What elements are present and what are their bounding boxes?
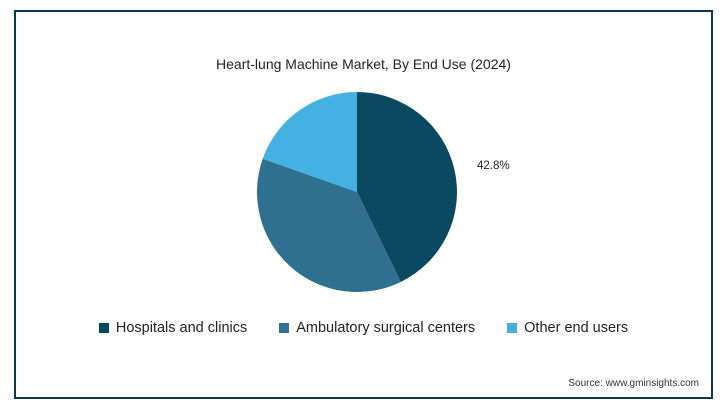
pie-slices [257, 91, 457, 292]
pie-chart: 42.8% [257, 91, 510, 292]
data-label-hospitals: 42.8% [477, 160, 510, 172]
legend-item-ambulatory: Ambulatory surgical centers [279, 320, 475, 336]
legend-swatch-ambulatory [279, 323, 290, 333]
legend: Hospitals and clinics Ambulatory surgica… [16, 320, 711, 336]
pie-slice-ambulatory-surgical-centers [257, 158, 401, 292]
pie-slice-other-end-users [262, 91, 357, 192]
chart-title: Heart-lung Machine Market, By End Use (2… [216, 56, 511, 72]
legend-label-hospitals: Hospitals and clinics [115, 320, 248, 336]
legend-swatch-other [507, 323, 518, 333]
legend-item-hospitals: Hospitals and clinics [98, 320, 248, 336]
legend-label-other: Other end users [524, 320, 629, 336]
legend-swatch-hospitals [98, 323, 109, 333]
pie-slice-hospitals-and-clinics [357, 92, 457, 282]
legend-item-other: Other end users [507, 320, 628, 336]
source-text: Source: www.gminsights.com [568, 378, 699, 389]
chart-frame: Heart-lung Machine Market, By End Use (2… [14, 10, 713, 399]
legend-label-ambulatory: Ambulatory surgical centers [296, 320, 476, 336]
